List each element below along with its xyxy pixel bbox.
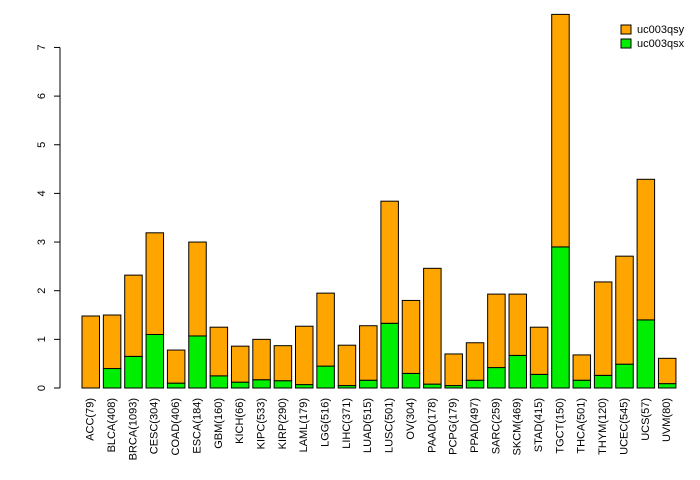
x-tick-label: UCS(57) xyxy=(640,398,652,441)
bar-segment-uc003qsx xyxy=(465,379,485,389)
bar-segment-uc003qsx xyxy=(145,333,165,389)
x-tick-label: LAML(179) xyxy=(298,398,310,452)
bar-segment-uc003qsx xyxy=(295,384,314,389)
bars xyxy=(81,13,677,389)
bar-segment-uc003qsy xyxy=(188,241,207,337)
bar-segment-uc003qsx xyxy=(359,379,378,389)
x-tick-label: TGCT(150) xyxy=(554,398,566,454)
x-axis-labels: ACC(79) BLCA(408) BRCA(1093) CESC(304) COAD(… xyxy=(85,398,673,460)
legend-swatch-uc003qsx xyxy=(620,38,632,49)
x-tick-label: LUSC(501) xyxy=(384,398,396,453)
bar-segment-uc003qsy xyxy=(572,354,592,381)
y-tick-label: 7 xyxy=(36,44,48,50)
bar-segment-uc003qsy xyxy=(124,274,143,357)
bar-segment-uc003qsy xyxy=(81,315,100,389)
bar-segment-uc003qsy xyxy=(636,178,656,321)
bar-segment-uc003qsy xyxy=(508,293,527,356)
bar-segment-uc003qsy xyxy=(551,13,570,248)
y-tick-label: 4 xyxy=(36,190,48,196)
x-tick-label: CESC(304) xyxy=(149,398,161,454)
y-tick-label: 0 xyxy=(36,385,48,391)
bar-segment-uc003qsx xyxy=(209,375,229,389)
bar-segment-uc003qsy xyxy=(465,342,485,381)
bar-segment-uc003qsx xyxy=(593,374,613,389)
legend: uc003qsy uc003qsx xyxy=(620,24,685,50)
bar-segment-uc003qsy xyxy=(209,326,229,377)
bar-segment-uc003qsx xyxy=(273,380,293,389)
x-tick-label: SARC(259) xyxy=(490,398,502,454)
y-tick-label: 1 xyxy=(36,336,48,342)
bar-segment-uc003qsx xyxy=(551,246,570,389)
x-tick-label: BRCA(1093) xyxy=(127,398,139,460)
x-tick-label: KIRP(290) xyxy=(277,398,289,449)
bar-segment-uc003qsy xyxy=(337,344,357,387)
bar-segment-uc003qsy xyxy=(593,281,613,376)
bar-segment-uc003qsy xyxy=(359,325,378,381)
x-tick-label: STAD(415) xyxy=(533,398,545,452)
bar-segment-uc003qsy xyxy=(230,345,250,383)
bar-segment-uc003qsy xyxy=(615,255,634,365)
x-tick-label: KIPC(533) xyxy=(255,398,267,449)
y-tick-label: 5 xyxy=(36,142,48,148)
bar-segment-uc003qsx xyxy=(572,379,592,389)
bar-segment-uc003qsx xyxy=(657,383,677,389)
x-tick-label: PAAD(178) xyxy=(426,398,438,453)
y-tick-label: 2 xyxy=(36,288,48,294)
x-tick-label: THCA(501) xyxy=(576,398,588,454)
x-tick-label: THYM(120) xyxy=(597,398,609,455)
bar-segment-uc003qsy xyxy=(102,314,122,370)
bar-segment-uc003qsy xyxy=(401,299,421,374)
bar-segment-uc003qsx xyxy=(166,382,186,389)
bar-segment-uc003qsy xyxy=(145,232,165,335)
bar-segment-uc003qsx xyxy=(529,373,549,389)
x-tick-label: LIHC(371) xyxy=(341,398,353,449)
x-tick-label: SKCM(469) xyxy=(512,398,524,455)
bar-segment-uc003qsx xyxy=(636,319,656,389)
bar-segment-uc003qsy xyxy=(166,349,186,384)
bar-segment-uc003qsx xyxy=(380,322,399,389)
x-tick-label: PPAD(497) xyxy=(469,398,481,453)
bar-segment-uc003qsx xyxy=(615,363,634,389)
x-tick-label: GBM(160) xyxy=(213,398,225,449)
bar-segment-uc003qsx xyxy=(401,372,421,389)
bar-segment-uc003qsx xyxy=(316,365,335,389)
bar-segment-uc003qsx xyxy=(230,381,250,389)
legend-label-uc003qsx: uc003qsx xyxy=(637,38,685,50)
y-tick-label: 3 xyxy=(36,239,48,245)
bar-segment-uc003qsx xyxy=(124,355,143,389)
legend-swatch-uc003qsy xyxy=(620,24,632,35)
y-tick-label: 6 xyxy=(36,93,48,99)
x-tick-label: ESCA(184) xyxy=(191,398,203,454)
x-tick-label: KICH(66) xyxy=(234,398,246,444)
x-tick-label: LGG(516) xyxy=(320,398,332,447)
x-tick-label: ACC(79) xyxy=(85,398,97,441)
bar-segment-uc003qsx xyxy=(102,368,122,389)
bar-segment-uc003qsy xyxy=(657,357,677,385)
bar-segment-uc003qsx xyxy=(423,383,442,389)
x-tick-label: PCPG(179) xyxy=(448,398,460,455)
bar-segment-uc003qsy xyxy=(487,293,506,369)
bar-segment-uc003qsx xyxy=(508,354,527,389)
bar-segment-uc003qsy xyxy=(423,267,442,385)
bar-segment-uc003qsx xyxy=(252,379,271,389)
bar-segment-uc003qsx xyxy=(487,367,506,389)
bar-segment-uc003qsy xyxy=(529,326,549,375)
bar-segment-uc003qsy xyxy=(273,345,293,382)
x-tick-label: LUAD(515) xyxy=(362,398,374,453)
y-axis: 0 1 2 3 4 5 6 7 xyxy=(36,44,61,391)
bar-segment-uc003qsy xyxy=(295,325,314,386)
x-tick-label: OV(304) xyxy=(405,398,417,440)
x-tick-label: UCEC(545) xyxy=(618,398,630,455)
x-tick-label: BLCA(408) xyxy=(106,398,118,452)
x-tick-label: COAD(406) xyxy=(170,398,182,455)
bar-segment-uc003qsx xyxy=(188,335,207,389)
bar-segment-uc003qsy xyxy=(444,353,463,387)
bar-segment-uc003qsy xyxy=(380,200,399,324)
bar-segment-uc003qsy xyxy=(252,338,271,381)
legend-label-uc003qsy: uc003qsy xyxy=(637,24,685,36)
bar-segment-uc003qsy xyxy=(316,292,335,367)
x-tick-label: UVM(80) xyxy=(661,398,673,442)
